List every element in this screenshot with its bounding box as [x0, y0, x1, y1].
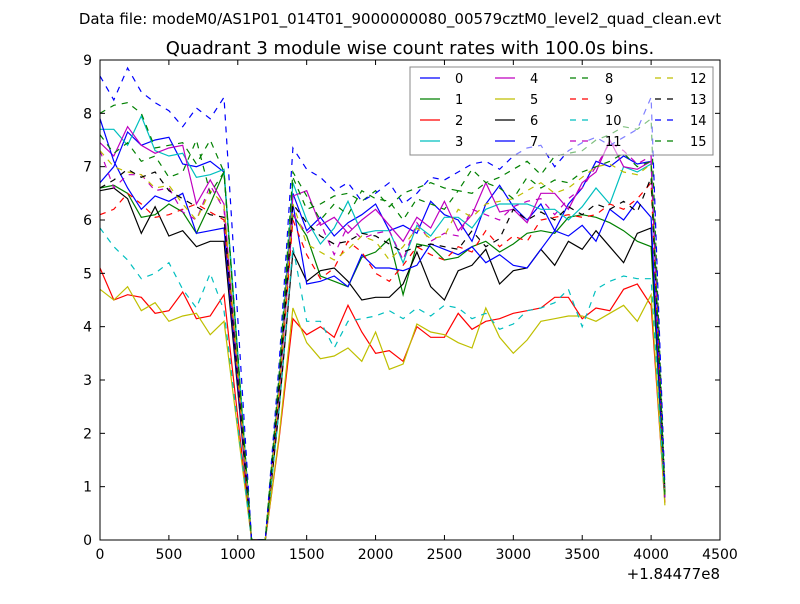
legend-label-3: 3 — [455, 135, 463, 150]
x-tick-label: 500 — [156, 547, 183, 563]
legend-label-6: 6 — [530, 114, 538, 129]
series-lines — [100, 66, 666, 540]
axes-frame — [99, 59, 721, 541]
y-tick-label: 5 — [83, 266, 92, 282]
series-line-1 — [100, 171, 666, 540]
series-line-7 — [100, 118, 666, 540]
y-tick-label: 2 — [83, 426, 92, 442]
series-line-4 — [100, 125, 666, 540]
series-line-12 — [100, 150, 666, 540]
x-tick-label: 3500 — [564, 547, 600, 563]
series-line-6 — [100, 187, 666, 540]
legend-label-4: 4 — [530, 72, 538, 87]
legend-label-9: 9 — [605, 93, 613, 108]
y-tick-label: 4 — [83, 320, 92, 336]
series-line-15 — [100, 134, 666, 540]
legend-label-5: 5 — [530, 93, 538, 108]
legend-label-12: 12 — [690, 72, 707, 87]
legend-frame — [409, 66, 714, 156]
legend-label-8: 8 — [605, 72, 613, 87]
y-tick-label: 6 — [83, 213, 92, 229]
legend-label-0: 0 — [455, 72, 463, 87]
legend-label-11: 11 — [605, 135, 622, 150]
y-tick-label: 1 — [83, 480, 92, 496]
legend-label-13: 13 — [690, 93, 707, 108]
legend-label-2: 2 — [455, 114, 463, 129]
legend-label-1: 1 — [455, 93, 463, 108]
x-tick-label: 0 — [96, 547, 105, 563]
series-line-11 — [100, 141, 666, 540]
legend-label-15: 15 — [690, 135, 707, 150]
series-line-2 — [100, 267, 666, 540]
x-tick-label: 3000 — [496, 547, 532, 563]
x-offset-label: +1.84477e8 — [627, 565, 720, 583]
y-tick-label: 9 — [83, 53, 92, 69]
series-line-0 — [100, 130, 666, 540]
x-tick-label: 1500 — [289, 547, 325, 563]
series-line-5 — [100, 285, 666, 540]
y-tick-label: 3 — [83, 373, 92, 389]
x-tick-label: 2000 — [358, 547, 394, 563]
chart-title: Quadrant 3 module wise count rates with … — [166, 38, 655, 59]
x-tick-label: 2500 — [427, 547, 463, 563]
y-tick-label: 7 — [83, 160, 92, 176]
legend-label-14: 14 — [690, 114, 707, 129]
series-line-3 — [100, 114, 666, 540]
legend-label-7: 7 — [530, 135, 538, 150]
series-line-13 — [100, 168, 666, 540]
axis-ticks: 0 500 1000 1500 2000 2500 3000 3500 4000 45000123… — [83, 53, 738, 563]
legend-label-10: 10 — [605, 114, 622, 129]
y-tick-label: 0 — [83, 533, 92, 549]
series-line-9 — [100, 181, 666, 540]
x-tick-label: 4000 — [633, 547, 669, 563]
y-tick-label: 8 — [83, 106, 92, 122]
x-tick-label: 1000 — [220, 547, 256, 563]
x-tick-label: 4500 — [702, 547, 738, 563]
series-line-10 — [100, 227, 666, 540]
suptitle: Data file: modeM0/AS1P01_014T01_90000000… — [79, 10, 721, 29]
